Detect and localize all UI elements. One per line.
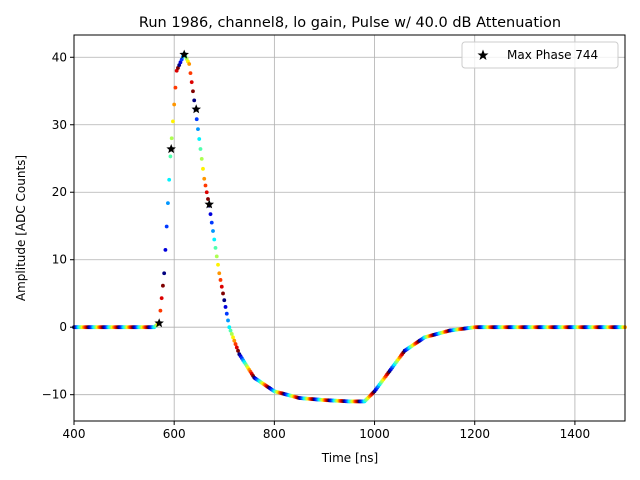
waveform-point xyxy=(209,220,214,225)
waveform-point xyxy=(197,137,202,141)
y-tick-label: 0 xyxy=(59,320,67,334)
grid xyxy=(73,35,625,421)
x-tick-label: 800 xyxy=(263,427,286,441)
waveform-point xyxy=(224,311,229,316)
y-tick-label: −10 xyxy=(42,388,67,402)
waveform-point xyxy=(188,71,193,76)
waveform-point xyxy=(221,291,225,296)
waveform-point xyxy=(202,176,207,181)
waveform-point xyxy=(187,62,192,66)
waveform-point xyxy=(159,296,164,301)
max-phase-point xyxy=(154,318,164,328)
max-phase-point xyxy=(204,199,214,209)
waveform-point xyxy=(228,328,233,333)
waveform-point xyxy=(199,156,204,161)
waveform-point xyxy=(236,348,240,353)
waveform-point xyxy=(168,154,173,159)
waveform-point xyxy=(212,237,217,242)
waveform-point xyxy=(234,345,239,350)
waveform-point xyxy=(158,308,163,313)
waveform-point xyxy=(216,262,220,267)
x-tick-label: 1400 xyxy=(560,427,591,441)
waveform-point xyxy=(191,89,195,94)
y-tick-label: 30 xyxy=(52,118,67,132)
waveform-point xyxy=(218,278,223,282)
waveform-point xyxy=(213,246,218,250)
plot-frame xyxy=(73,34,626,422)
waveform-point xyxy=(206,197,210,201)
waveform-point xyxy=(167,177,172,182)
waveform-point xyxy=(219,284,224,289)
x-tick-label: 600 xyxy=(163,427,186,441)
waveform-point xyxy=(233,342,238,346)
waveform-point xyxy=(227,325,232,330)
y-tick-label: 40 xyxy=(52,50,67,64)
max-phase-point xyxy=(166,144,176,154)
waveform-point xyxy=(229,332,234,336)
waveform-point xyxy=(192,98,197,103)
x-tick-label: 400 xyxy=(63,427,86,441)
waveform-point xyxy=(196,127,200,132)
y-tick-label: 20 xyxy=(52,185,67,199)
waveform-point xyxy=(232,338,237,343)
max-phase-point xyxy=(191,104,201,114)
waveform-point xyxy=(208,212,213,217)
waveform-point xyxy=(231,335,235,340)
waveform-series xyxy=(72,51,627,404)
legend-label: Max Phase 744 xyxy=(507,48,598,62)
x-tick-label: 1000 xyxy=(359,427,390,441)
y-tick-label: 10 xyxy=(52,253,67,267)
waveform-point xyxy=(204,190,209,195)
waveform-point xyxy=(217,271,222,276)
legend-star-icon xyxy=(477,49,489,60)
waveform-point xyxy=(166,201,170,206)
max-phase-series xyxy=(154,49,214,328)
max-phase-point xyxy=(179,49,189,59)
legend: Max Phase 744 xyxy=(461,41,619,69)
waveform-point xyxy=(211,229,215,233)
waveform-point xyxy=(189,80,194,85)
axis-ticks: 400 600 800 1000 1200 1400 −10 0 10 20 30 40 xyxy=(42,50,591,441)
x-axis-label: Time [ns] xyxy=(321,451,378,465)
waveform-point xyxy=(226,318,230,323)
waveform-point xyxy=(214,254,219,259)
waveform-point xyxy=(169,136,174,141)
waveform-point xyxy=(201,166,205,171)
waveform-point xyxy=(173,85,178,90)
waveform-point xyxy=(171,119,175,124)
x-tick-label: 1200 xyxy=(459,427,490,441)
waveform-point xyxy=(203,183,208,188)
waveform-point xyxy=(172,102,177,107)
waveform-point xyxy=(222,298,227,303)
waveform-point xyxy=(223,305,228,309)
chart-title: Run 1986, channel8, lo gain, Pulse w/ 40… xyxy=(139,15,561,31)
waveform-point xyxy=(163,247,168,252)
waveform-point xyxy=(161,283,165,288)
waveform-point xyxy=(194,117,199,122)
waveform-point xyxy=(164,224,169,229)
y-axis-label: Amplitude [ADC Counts] xyxy=(14,155,28,301)
waveform-point xyxy=(198,147,203,151)
waveform-point xyxy=(162,271,167,276)
